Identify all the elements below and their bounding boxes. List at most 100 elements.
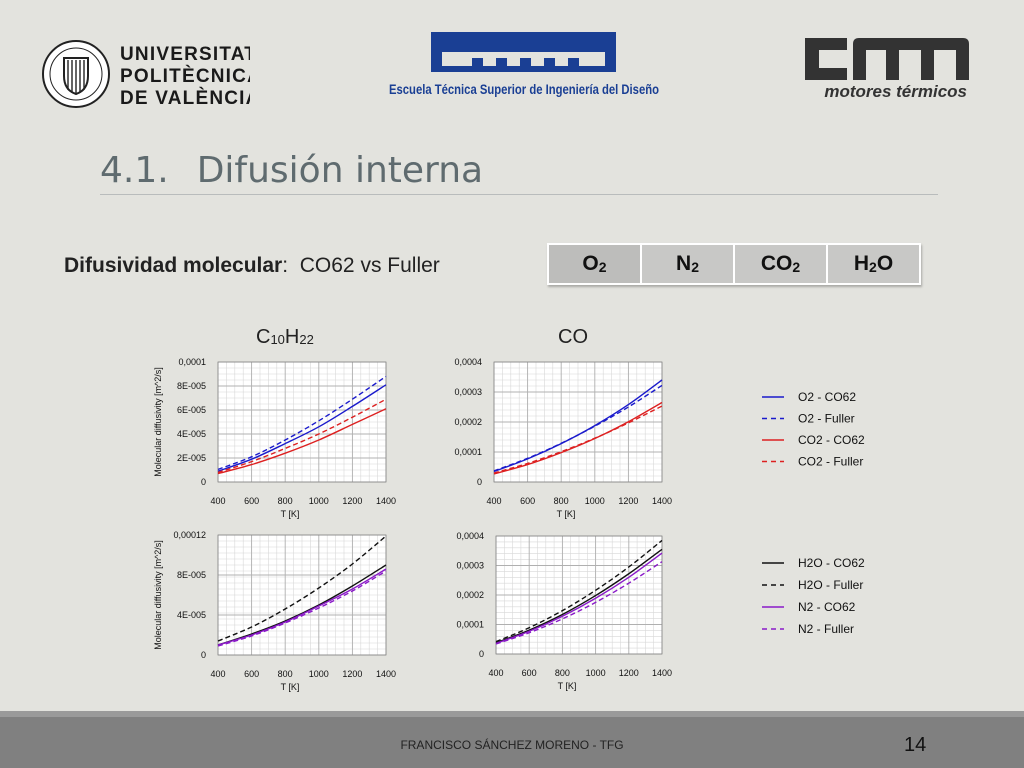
y-tick-label: 0,0004 xyxy=(454,357,482,367)
cmt-logo: motores térmicos xyxy=(805,38,969,101)
species-cell-h2o[interactable]: H2O xyxy=(826,243,921,285)
x-tick-label: 1400 xyxy=(376,496,396,506)
footer-text: FRANCISCO SÁNCHEZ MORENO - TFG xyxy=(400,738,624,752)
x-axis-label: T [K] xyxy=(558,681,577,691)
x-tick-label: 600 xyxy=(522,668,537,678)
title-number: 4.1. xyxy=(100,150,169,191)
x-tick-label: 1400 xyxy=(652,668,672,678)
column-head-co: CO xyxy=(558,326,588,348)
footer-accent xyxy=(0,711,1024,717)
y-tick-label: 0,0001 xyxy=(454,447,482,457)
y-tick-label: 4E-005 xyxy=(177,429,206,439)
upv-line-3: DE VALÈNCIA xyxy=(120,87,250,109)
y-tick-label: 0 xyxy=(201,650,206,660)
subtitle-bold: Difusividad molecular xyxy=(64,254,283,277)
y-tick-label: 8E-005 xyxy=(177,381,206,391)
x-tick-label: 1000 xyxy=(586,668,606,678)
series-line xyxy=(495,552,663,645)
x-axis-label: T [K] xyxy=(557,509,576,519)
plot-frame xyxy=(217,534,387,656)
x-tick-label: 400 xyxy=(210,669,225,679)
y-tick-label: 0,0002 xyxy=(456,590,484,600)
title-text: Difusión interna xyxy=(196,150,484,191)
y-tick-label: 4E-005 xyxy=(177,610,206,620)
series-line xyxy=(217,570,387,647)
series-line xyxy=(217,384,387,472)
series-line xyxy=(493,405,663,474)
species-table: O2 N2 CO2 H2O xyxy=(547,243,921,285)
legend-label: N2 - CO62 xyxy=(798,600,856,614)
y-tick-label: 0,0001 xyxy=(178,357,206,367)
species-cell-o2[interactable]: O2 xyxy=(547,243,642,285)
legend-label: H2O - CO62 xyxy=(798,556,865,570)
legend-label: H2O - Fuller xyxy=(798,578,863,592)
series-line xyxy=(217,398,387,474)
y-axis-label: Molecular diffusivity [m^2/s] xyxy=(153,367,163,477)
x-tick-label: 1000 xyxy=(585,496,605,506)
y-axis-label: Molecular diffusivity [m^2/s] xyxy=(153,540,163,650)
legend-label: CO2 - CO62 xyxy=(798,433,865,447)
series-line xyxy=(495,548,663,644)
y-tick-label: 0,0001 xyxy=(456,620,484,630)
subtitle: Difusividad molecular: CO62 vs Fuller xyxy=(64,254,440,277)
x-axis-label: T [K] xyxy=(281,682,300,692)
x-tick-label: 1400 xyxy=(376,669,396,679)
species-cell-co2[interactable]: CO2 xyxy=(733,243,828,285)
title-divider xyxy=(100,194,938,195)
x-tick-label: 800 xyxy=(278,669,293,679)
x-tick-label: 400 xyxy=(210,496,225,506)
y-tick-label: 0 xyxy=(477,477,482,487)
series-line xyxy=(217,375,387,471)
y-tick-label: 0,0002 xyxy=(454,417,482,427)
y-tick-label: 0,0004 xyxy=(456,531,484,541)
etsid-text: Escuela Técnica Superior de Ingeniería d… xyxy=(389,82,659,97)
y-tick-label: 0 xyxy=(201,477,206,487)
x-tick-label: 600 xyxy=(244,496,259,506)
upv-logo: UNIVERSITAT POLITÈCNICA DE VALÈNCIA xyxy=(42,40,250,109)
series-line xyxy=(217,564,387,646)
x-tick-label: 1000 xyxy=(309,669,329,679)
series-line xyxy=(217,568,387,646)
series-line xyxy=(493,384,663,472)
x-tick-label: 1200 xyxy=(619,668,639,678)
x-tick-label: 400 xyxy=(486,496,501,506)
x-tick-label: 800 xyxy=(555,668,570,678)
y-tick-label: 2E-005 xyxy=(177,453,206,463)
x-tick-label: 1200 xyxy=(342,496,362,506)
x-tick-label: 400 xyxy=(488,668,503,678)
slide-title: 4.1. Difusión interna xyxy=(100,150,483,191)
footer-bar xyxy=(0,711,1024,768)
species-cell-n2[interactable]: N2 xyxy=(640,243,735,285)
legend-label: O2 - CO62 xyxy=(798,390,856,404)
plot-frame xyxy=(493,361,663,483)
y-tick-label: 0 xyxy=(479,649,484,659)
y-tick-label: 8E-005 xyxy=(177,570,206,580)
y-tick-label: 0,00012 xyxy=(173,530,206,540)
plot-frame xyxy=(217,361,387,483)
x-tick-label: 800 xyxy=(278,496,293,506)
plot-frame xyxy=(495,535,663,655)
legend-label: N2 - Fuller xyxy=(798,622,854,636)
x-tick-label: 1200 xyxy=(618,496,638,506)
x-tick-label: 800 xyxy=(554,496,569,506)
x-axis-label: T [K] xyxy=(281,509,300,519)
x-tick-label: 1000 xyxy=(309,496,329,506)
page-number: 14 xyxy=(904,734,927,756)
legend-label: O2 - Fuller xyxy=(798,412,855,426)
upv-line-1: UNIVERSITAT xyxy=(120,44,250,65)
series-line xyxy=(217,408,387,475)
y-tick-label: 0,0003 xyxy=(454,387,482,397)
series-line xyxy=(217,535,387,642)
x-tick-label: 600 xyxy=(244,669,259,679)
x-tick-label: 1400 xyxy=(652,496,672,506)
x-tick-label: 600 xyxy=(520,496,535,506)
y-tick-label: 6E-005 xyxy=(177,405,206,415)
upv-line-2: POLITÈCNICA xyxy=(120,65,250,87)
column-head-c10h22: C10H22 xyxy=(256,326,314,348)
